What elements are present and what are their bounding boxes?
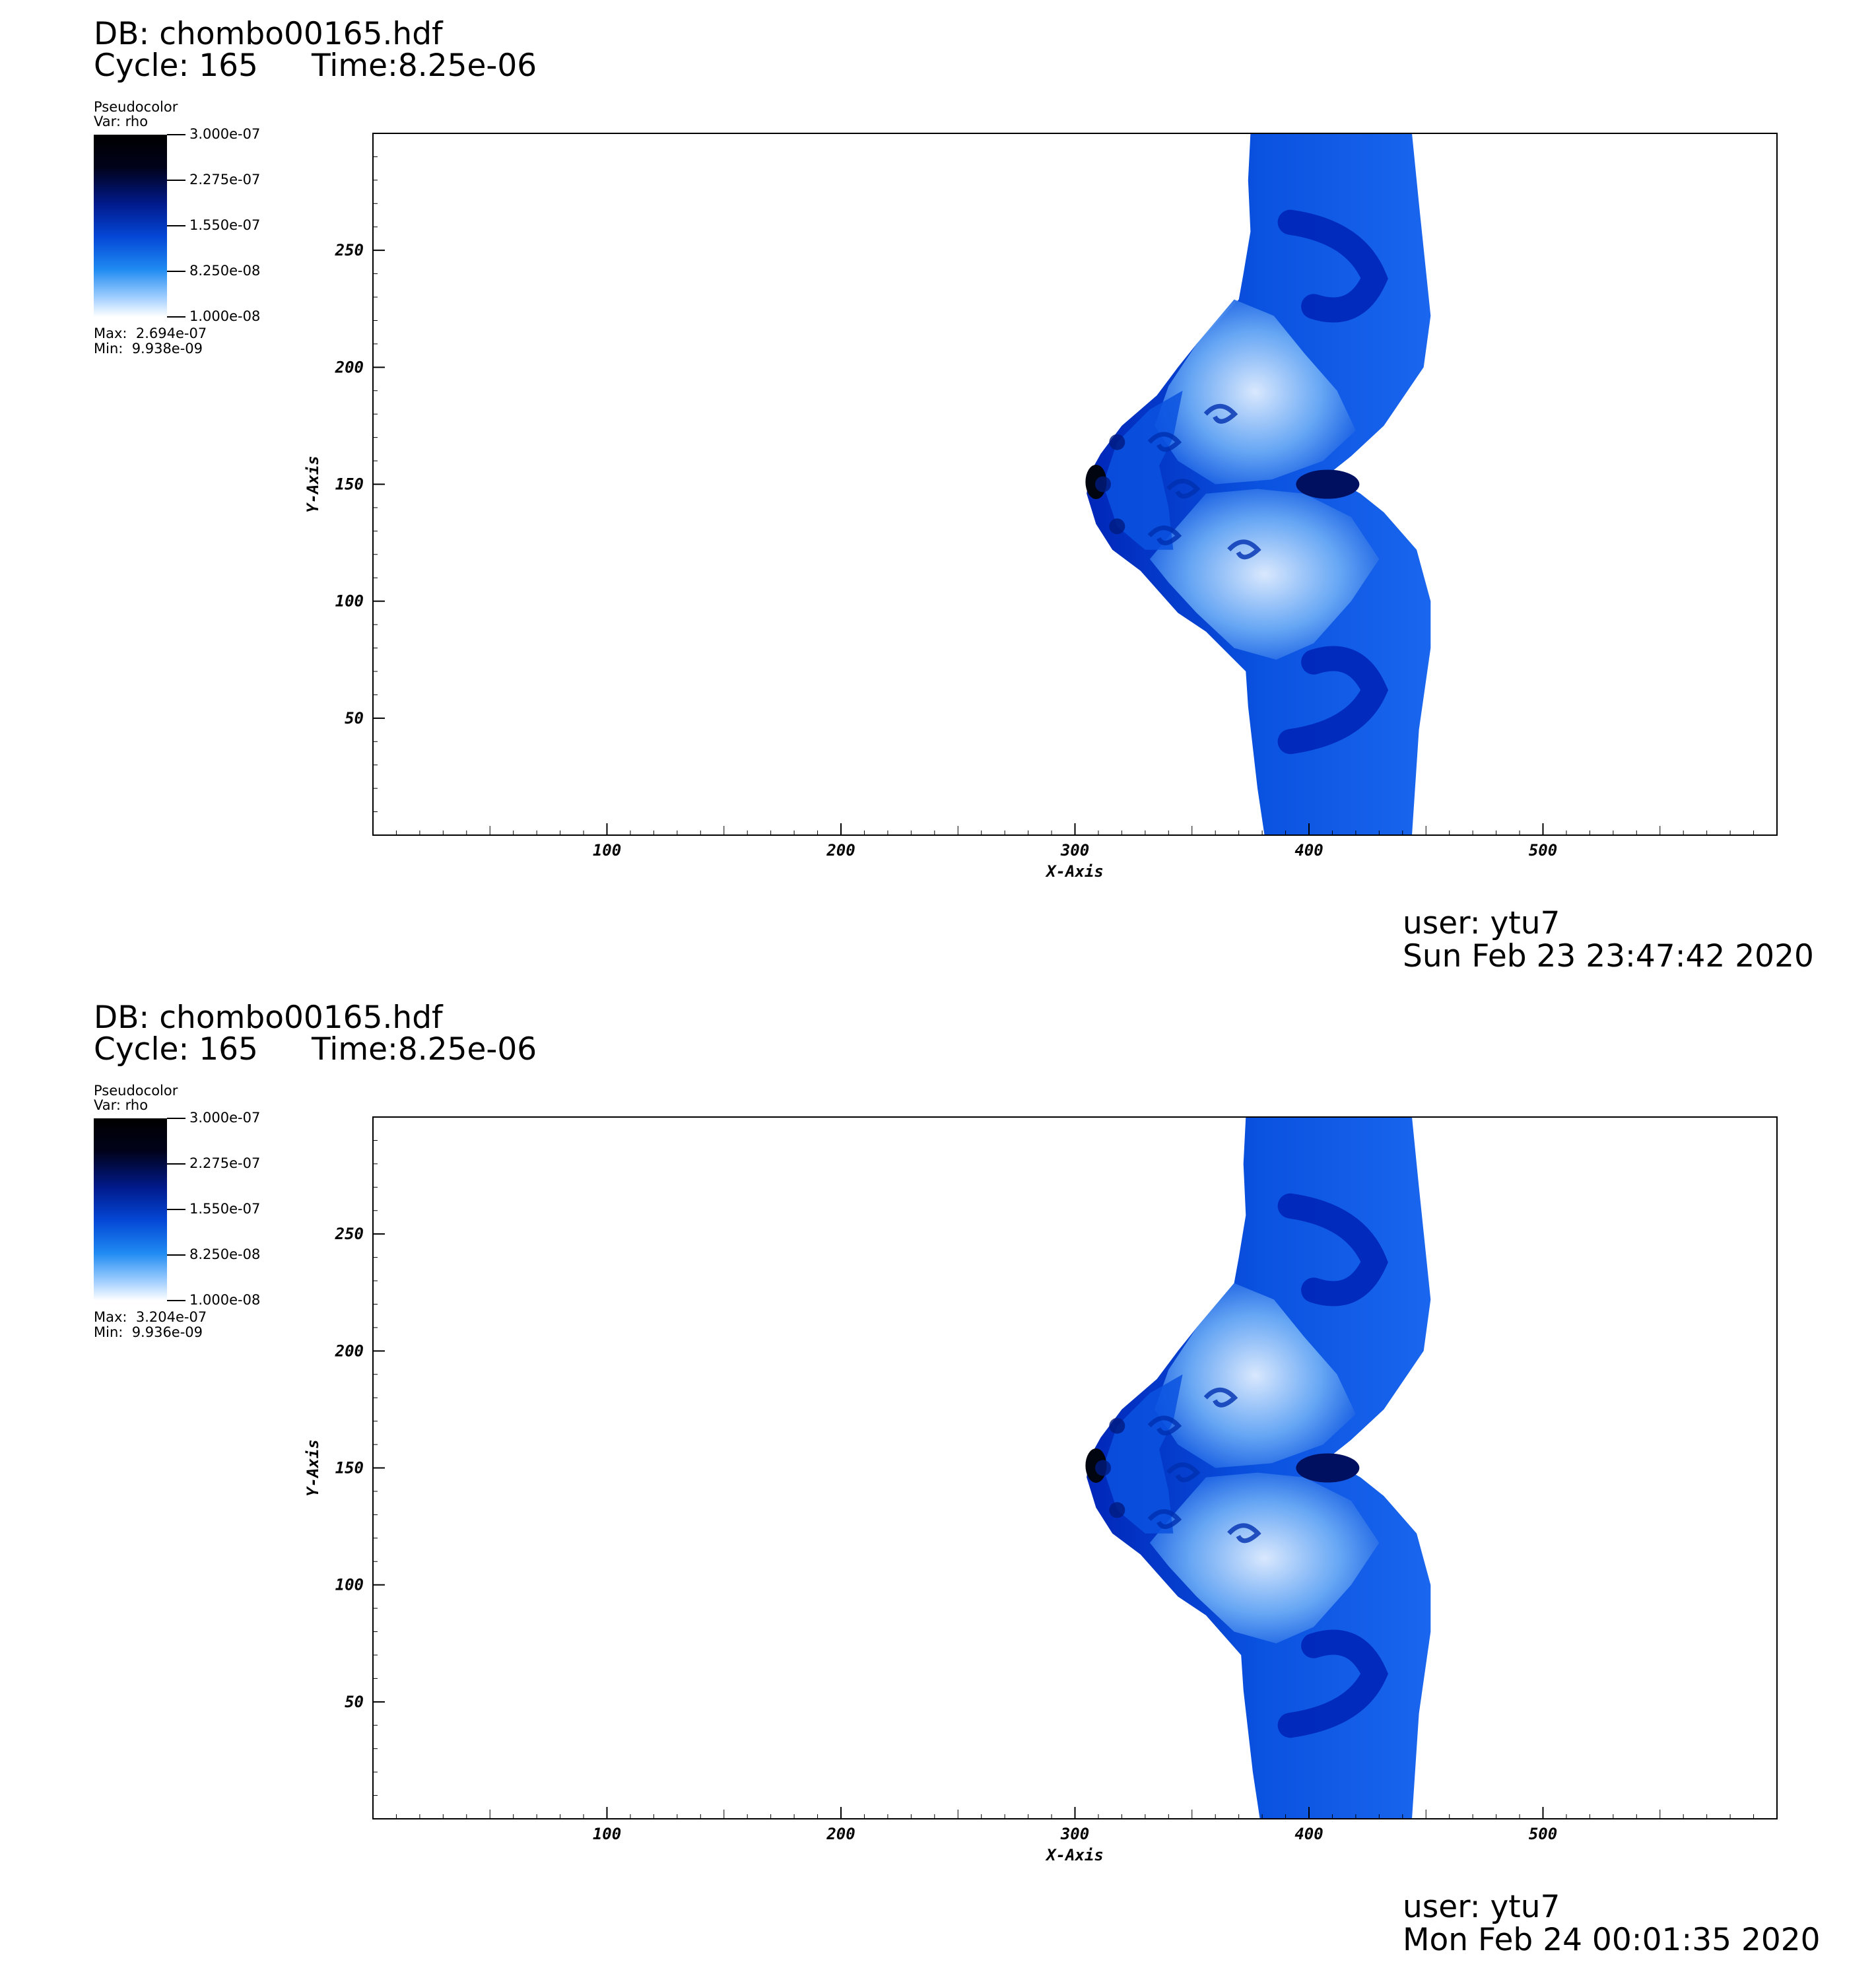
x-tick-label: 500 — [1529, 1825, 1557, 1843]
shock-front-region — [1103, 1374, 1183, 1534]
colorbar-tick — [167, 1209, 185, 1210]
colorbar-tick — [167, 1300, 185, 1301]
swirl-filament — [1147, 525, 1182, 545]
colorbar-tick-label: 2.275e-07 — [189, 1155, 261, 1171]
y-axis-title: Y-Axis — [304, 456, 322, 513]
dense-knot — [1296, 1453, 1360, 1483]
date-label: Sun Feb 23 23:47:42 2020 — [1403, 938, 1814, 974]
legend-variable: Var: rho — [94, 114, 149, 129]
colorbar-tick — [167, 225, 185, 226]
y-tick-label: 150 — [335, 475, 364, 494]
colorbar-tick — [167, 134, 185, 135]
y-tick-label: 50 — [345, 709, 364, 728]
legend-max: Max: 3.204e-07 — [94, 1309, 207, 1325]
vortex-curl — [1109, 518, 1125, 535]
colorbar-tick — [167, 1254, 185, 1256]
colorbar — [94, 1118, 167, 1301]
x-tick-label: 500 — [1529, 841, 1557, 860]
database-title: DB: chombo00165.hdf — [94, 16, 443, 52]
low-density-lobe — [1149, 489, 1380, 660]
low-density-lobe — [1155, 299, 1356, 485]
colorbar-tick — [167, 1118, 185, 1119]
swirl-filament — [1166, 1462, 1201, 1483]
vortex-filament — [1277, 1193, 1388, 1307]
colorbar-tick-label: 3.000e-07 — [189, 126, 261, 142]
vortex-curl — [1095, 1460, 1112, 1476]
swirl-filament — [1227, 539, 1261, 560]
user-label: user: ytu7 — [1403, 905, 1560, 941]
colorbar-tick — [167, 271, 185, 272]
swirl-filament — [1147, 1509, 1182, 1529]
cycle-label: Cycle: 165 — [94, 1031, 258, 1068]
vortex-filament — [1277, 646, 1389, 755]
vortex-filament — [1277, 1629, 1389, 1738]
x-tick-label: 200 — [826, 841, 855, 860]
x-tick-label: 300 — [1060, 1825, 1089, 1843]
swirl-filament — [1147, 432, 1182, 452]
dense-knot — [1296, 469, 1360, 499]
colorbar-tick-label: 1.000e-08 — [189, 308, 261, 324]
legend-plot-type: Pseudocolor — [94, 1083, 178, 1099]
legend-max: Max: 2.694e-07 — [94, 325, 207, 341]
y-tick-label: 200 — [335, 358, 364, 376]
colorbar — [94, 135, 167, 317]
vortex-curl — [1109, 434, 1125, 450]
x-axis-title: X-Axis — [1045, 862, 1104, 881]
time-label: Time:8.25e-06 — [312, 48, 537, 84]
vortex-curl — [1109, 1417, 1125, 1434]
vortex-curl — [1109, 1502, 1125, 1518]
swirl-filament — [1147, 1415, 1182, 1436]
database-title: DB: chombo00165.hdf — [94, 1000, 443, 1036]
legend-min: Min: 9.938e-09 — [94, 341, 203, 357]
shock-front-region — [1103, 390, 1183, 550]
y-tick-label: 250 — [335, 241, 364, 259]
time-label: Time:8.25e-06 — [312, 1031, 537, 1068]
swirl-filament — [1227, 1523, 1261, 1544]
x-tick-label: 300 — [1060, 841, 1089, 860]
x-tick-label: 400 — [1294, 1825, 1323, 1843]
low-density-lobe — [1149, 1472, 1380, 1644]
swirl-filament — [1166, 479, 1201, 499]
colorbar-tick-label: 1.000e-08 — [189, 1292, 261, 1308]
user-label: user: ytu7 — [1403, 1889, 1560, 1925]
plot-svg: 100 200 300 400 500 50 100 150 200 250 X-Axis Y-Axi… — [304, 1116, 1778, 1864]
x-tick-label: 100 — [593, 1825, 621, 1843]
colorbar-tick — [167, 1163, 185, 1165]
low-density-lobe — [1155, 1283, 1356, 1468]
plot-panel-1: DB: chombo00165.hdf Cycle: 165 Time:8.25… — [94, 16, 1814, 974]
colorbar-tick-label: 3.000e-07 — [189, 1110, 261, 1126]
colorbar-tick-label: 1.550e-07 — [189, 1201, 261, 1217]
y-tick-label: 50 — [345, 1693, 364, 1711]
colorbar-tick — [167, 316, 185, 318]
swirl-filament — [1203, 1387, 1238, 1408]
plot-area — [373, 1117, 1777, 1819]
x-tick-label: 400 — [1294, 841, 1323, 860]
legend-plot-type: Pseudocolor — [94, 99, 178, 115]
y-tick-label: 200 — [335, 1342, 364, 1360]
legend-min: Min: 9.936e-09 — [94, 1324, 203, 1340]
colorbar-tick-label: 1.550e-07 — [189, 217, 261, 233]
vortex-curl — [1095, 476, 1112, 493]
x-axis-title: X-Axis — [1045, 1846, 1104, 1864]
colorbar-tick — [167, 180, 185, 181]
y-tick-label: 100 — [335, 1576, 364, 1594]
y-axis-title: Y-Axis — [304, 1439, 322, 1497]
legend-variable: Var: rho — [94, 1097, 149, 1113]
y-tick-label: 250 — [335, 1225, 364, 1243]
cycle-label: Cycle: 165 — [94, 48, 258, 84]
x-tick-label: 200 — [826, 1825, 855, 1843]
swirl-filament — [1203, 403, 1238, 424]
plot-area — [373, 133, 1777, 835]
date-label: Mon Feb 24 00:01:35 2020 — [1403, 1922, 1821, 1958]
colorbar-tick-label: 8.250e-08 — [189, 1246, 261, 1262]
plot-panel-2: DB: chombo00165.hdf Cycle: 165 Time:8.25… — [0, 984, 1876, 1969]
plot-svg: 100 200 300 400 500 50 100 150 200 250 X-Axis Y-Axi… — [304, 133, 1778, 881]
y-tick-label: 150 — [335, 1459, 364, 1478]
x-tick-label: 100 — [593, 841, 621, 860]
vortex-filament — [1277, 209, 1388, 323]
y-tick-label: 100 — [335, 592, 364, 611]
colorbar-tick-label: 2.275e-07 — [189, 172, 261, 187]
colorbar-tick-label: 8.250e-08 — [189, 263, 261, 279]
